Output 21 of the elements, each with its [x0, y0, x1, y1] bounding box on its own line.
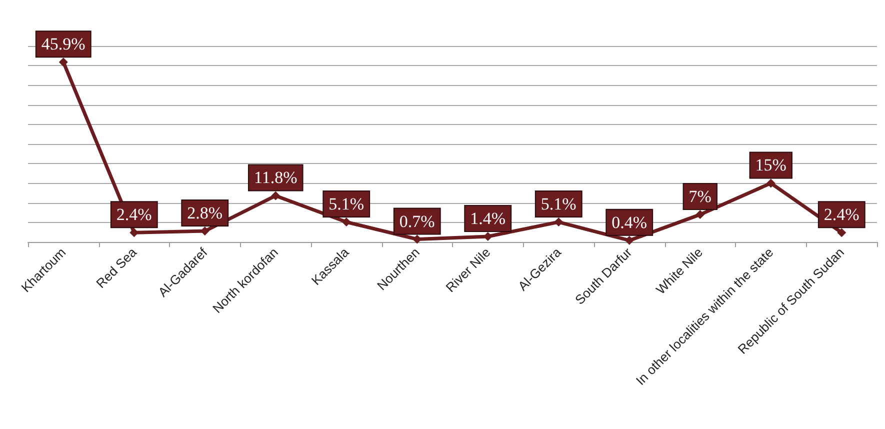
point [271, 191, 280, 200]
point [766, 178, 776, 188]
data-label: 45.9% [41, 34, 86, 54]
data-label: 5.1% [540, 194, 576, 214]
data-label: 0.4% [612, 212, 648, 232]
x-tick-label: Red Sea [93, 244, 140, 292]
point [696, 210, 705, 220]
data-label: 7% [688, 187, 712, 206]
data-label: 0.7% [399, 212, 435, 231]
point [624, 236, 634, 245]
point [554, 218, 564, 227]
data-label: 11.8% [254, 168, 298, 188]
data-label: 2.8% [187, 204, 223, 223]
point [837, 228, 846, 238]
data-label: 1.4% [470, 209, 506, 228]
point [342, 218, 351, 227]
data-label: 2.4% [824, 205, 860, 224]
point [58, 58, 68, 67]
data-label: 5.1% [328, 194, 364, 214]
data-label: 15% [755, 156, 786, 175]
data-label: 2.4% [116, 205, 152, 224]
